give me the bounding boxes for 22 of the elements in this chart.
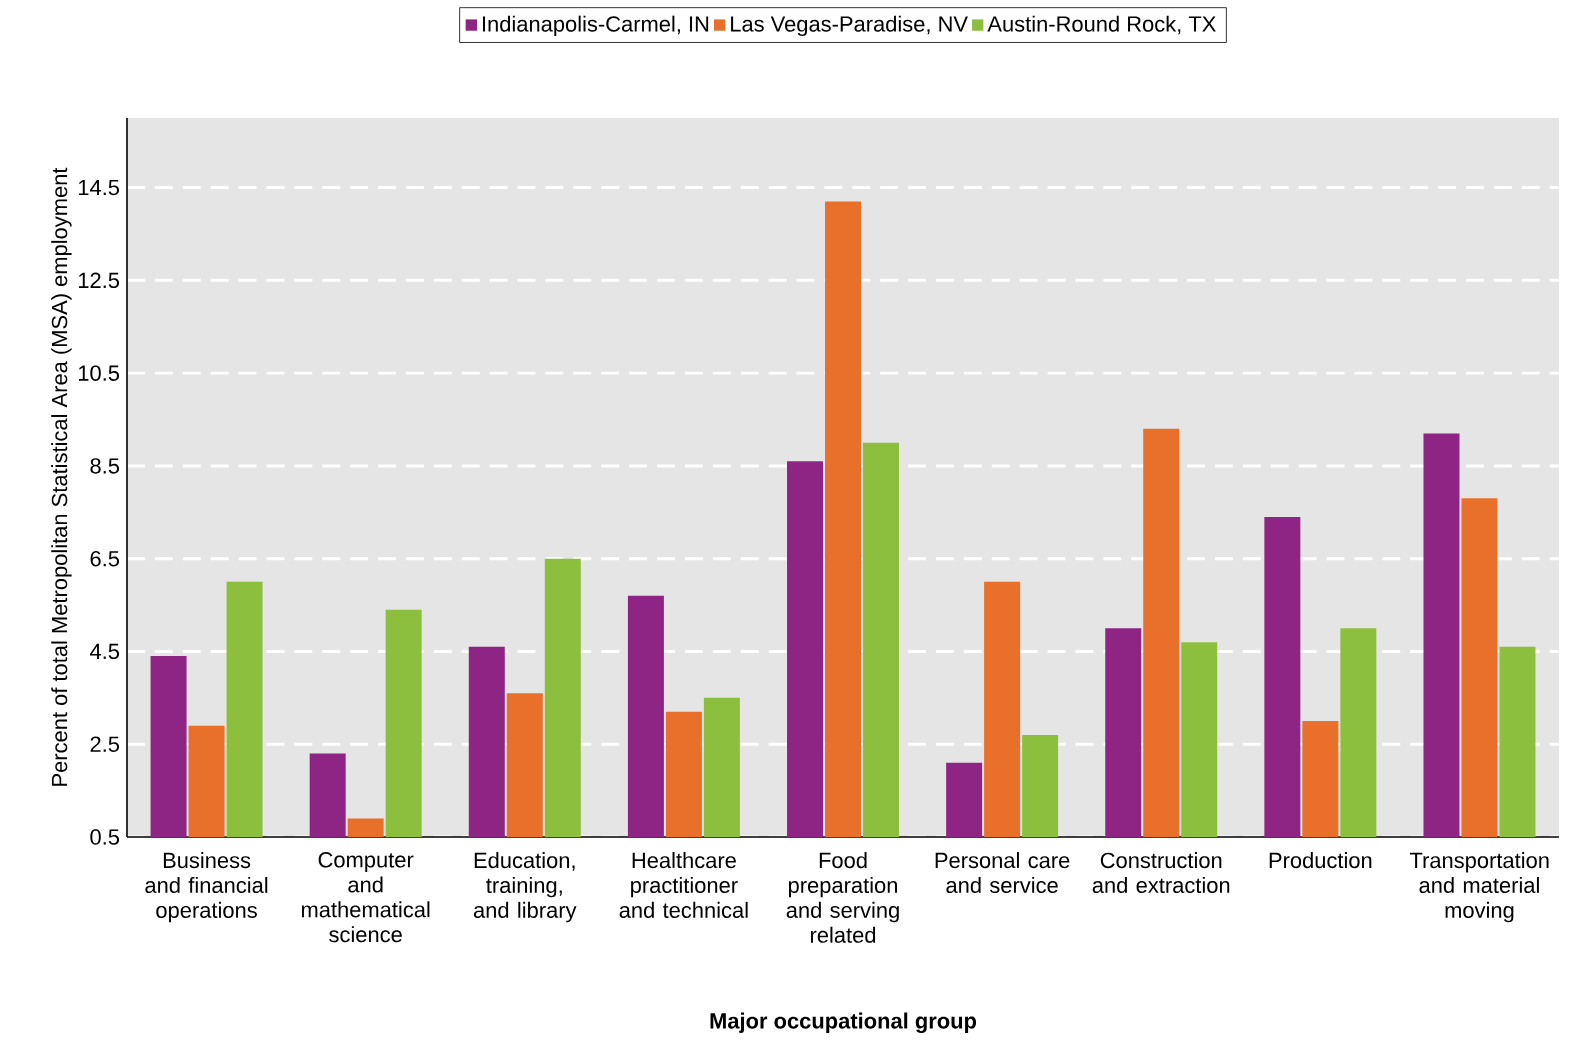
y-tick-label: 14.5 (78, 179, 120, 196)
legend-label: Austin-Round Rock, TX (987, 15, 1216, 35)
y-tick-label: 0.5 (90, 829, 120, 845)
y-tick-label: 4.5 (89, 643, 120, 660)
y-tick-label: 8.5 (90, 458, 120, 474)
x-tick-label: Personal care and service (935, 852, 1070, 894)
y-tick-label: 2.5 (90, 736, 120, 752)
y-axis-title: Percent of total Metropolitan Statistical Area (MSA) employment (51, 167, 72, 786)
x-tick-label: Food preparation and serving related (786, 852, 899, 943)
x-tick-label: Education, training, and library (473, 852, 577, 923)
x-tick-label: Business and financial operations (145, 852, 268, 923)
y-tick-label: 6.5 (90, 550, 120, 567)
y-tick-label: 10.5 (78, 365, 120, 381)
legend-label: Indianapolis-Carmel, IN (482, 15, 709, 37)
x-tick-label: Healthcare practitioner and technical (619, 852, 748, 918)
x-axis-title: Major occupational group (710, 1012, 977, 1034)
y-tick-label: 12.5 (78, 272, 120, 289)
x-tick-label: Transportation and material moving (1409, 852, 1549, 923)
x-tick-label: Computer and mathematical science (301, 852, 430, 943)
x-tick-label: Construction and extraction (1092, 852, 1230, 894)
x-tick-label: Production (1269, 852, 1372, 869)
legend-label: Las Vegas-Paradise, NV (731, 15, 968, 37)
